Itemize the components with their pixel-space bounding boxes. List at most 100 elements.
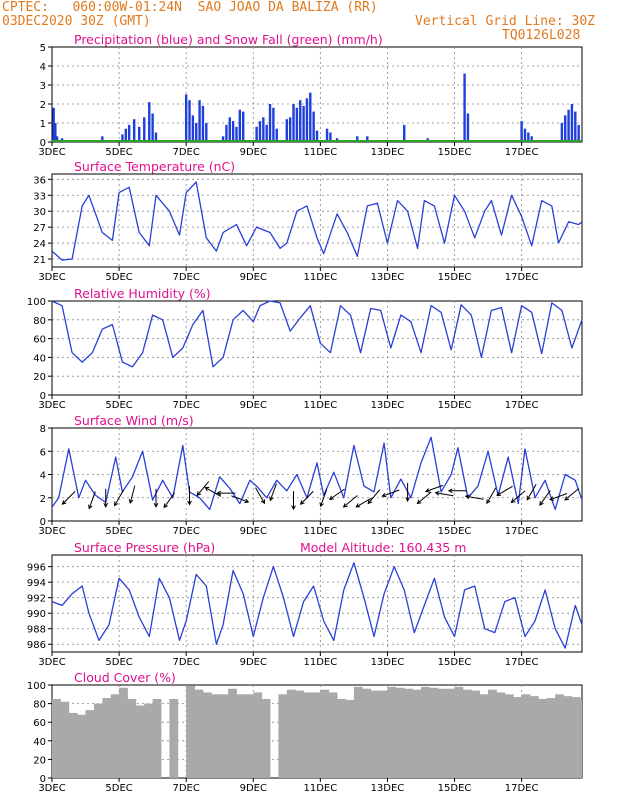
- cloud-bar: [303, 692, 313, 778]
- cloud-xtick-label: 3DEC: [38, 783, 65, 794]
- wind-ytick-label: 8: [40, 424, 46, 435]
- cloud-ytick-label: 60: [33, 718, 46, 729]
- rh-ytick-label: 40: [33, 353, 46, 364]
- cloud-bar: [228, 688, 237, 778]
- cloud-bar: [85, 710, 95, 778]
- rh-ytick-label: 80: [33, 316, 46, 327]
- wind-arrow-head: [464, 494, 470, 500]
- wind-arrow-head: [61, 500, 67, 505]
- cloud-bar: [286, 689, 296, 778]
- wind-arrow-head: [319, 502, 324, 508]
- wind-xtick-label: 17DEC: [505, 526, 539, 537]
- rh-ytick-label: 60: [33, 335, 46, 346]
- precip-bar: [275, 128, 278, 142]
- rh-line: [51, 300, 583, 368]
- precip-bar: [242, 111, 245, 142]
- precip-bar: [570, 104, 574, 142]
- temp-xtick-label: 5DEC: [105, 272, 132, 283]
- precip-bar: [124, 128, 127, 142]
- cloud-bar: [244, 694, 254, 778]
- rh-xtick-label: 15DEC: [438, 400, 472, 411]
- temp-ytick-label: 27: [33, 223, 46, 234]
- cloud-bar: [320, 689, 330, 778]
- wind-arrow-head: [88, 504, 93, 510]
- cloud-ytick-label: 0: [40, 774, 46, 785]
- precip-xtick-label: 13DEC: [371, 147, 405, 158]
- precip-ytick-label: 2: [40, 100, 46, 111]
- wind-line: [51, 436, 583, 511]
- pressure-frame: [51, 554, 583, 653]
- precip-xtick-label: 17DEC: [505, 147, 539, 158]
- precip-bar: [184, 94, 188, 142]
- wind-arrow: [129, 485, 136, 504]
- cloud-bar: [253, 692, 263, 778]
- rh-title: Relative Humidity (%): [74, 286, 211, 301]
- wind-arrow: [204, 486, 222, 497]
- precip-bar: [530, 136, 533, 142]
- cloud-bar: [429, 687, 439, 778]
- wind-arrow: [269, 483, 277, 501]
- rh-xtick-label: 5DEC: [105, 400, 132, 411]
- cloud-bar: [152, 698, 162, 778]
- cloud-bar: [546, 698, 556, 778]
- wind-arrow-head: [539, 501, 544, 506]
- wind-arrow-head: [486, 499, 491, 505]
- pressure-xtick-label: 11DEC: [303, 657, 337, 668]
- wind-ytick-label: 0: [40, 517, 46, 528]
- precip-bar: [132, 119, 136, 142]
- cloud-bar: [337, 698, 346, 778]
- rh-xtick-label: 7DEC: [172, 400, 199, 411]
- wind-arrow: [549, 493, 568, 501]
- wind-arrow: [114, 489, 125, 506]
- pressure-ytick-label: 994: [27, 578, 46, 589]
- precip-bar: [54, 123, 57, 142]
- cloud-bar: [538, 698, 548, 778]
- precip-bar: [198, 100, 201, 142]
- precip-xtick-label: 9DEC: [240, 147, 267, 158]
- precip-bar: [221, 136, 225, 142]
- cloud-bar: [437, 688, 447, 778]
- rh-xtick-label: 11DEC: [303, 400, 337, 411]
- wind-ytick-label: 4: [40, 471, 46, 482]
- wind-arrow-head: [196, 491, 202, 497]
- temp-ytick-label: 33: [33, 191, 46, 202]
- precip-bar: [268, 104, 272, 142]
- cloud-title: Cloud Cover (%): [74, 670, 176, 685]
- precip-bar: [527, 132, 530, 142]
- cloud-xtick-label: 5DEC: [105, 783, 132, 794]
- wind-arrow-head: [114, 501, 119, 507]
- wind-arrow-head: [153, 502, 159, 508]
- cloud-ytick-label: 80: [33, 700, 46, 711]
- wind-arrow: [564, 488, 580, 501]
- wind-title: Surface Wind (m/s): [74, 413, 194, 428]
- wind-arrow: [526, 483, 537, 500]
- wind-arrow-head: [342, 503, 348, 508]
- cloud-bar: [52, 698, 61, 778]
- pressure-xtick-label: 13DEC: [371, 657, 405, 668]
- cloud-bar: [479, 694, 489, 778]
- wind-arrow-head: [510, 498, 516, 504]
- cloud-bar: [186, 685, 195, 778]
- cloud-xtick-label: 17DEC: [505, 783, 539, 794]
- precip-bar: [463, 73, 466, 142]
- wind-arrow-head: [163, 503, 169, 509]
- precip-bar: [272, 107, 275, 142]
- cloud-bar: [404, 688, 414, 778]
- wind-arrow-head: [244, 498, 250, 504]
- wind-xtick-label: 9DEC: [240, 526, 267, 537]
- precip-bar: [121, 134, 124, 142]
- cloud-ytick-label: 20: [33, 755, 46, 766]
- wind-arrow-head: [416, 499, 422, 505]
- precip-bar: [101, 136, 104, 142]
- wind-arrow: [382, 489, 400, 497]
- temp-xtick-label: 13DEC: [371, 272, 405, 283]
- temp-xtick-label: 3DEC: [38, 272, 65, 283]
- wind-xtick-label: 7DEC: [172, 526, 199, 537]
- precip-bar: [292, 104, 295, 142]
- wind-arrow: [300, 491, 314, 505]
- cloud-xtick-label: 13DEC: [371, 783, 405, 794]
- wind-arrow: [496, 485, 513, 496]
- cloud-bar: [488, 689, 497, 778]
- precip-bar: [366, 136, 369, 142]
